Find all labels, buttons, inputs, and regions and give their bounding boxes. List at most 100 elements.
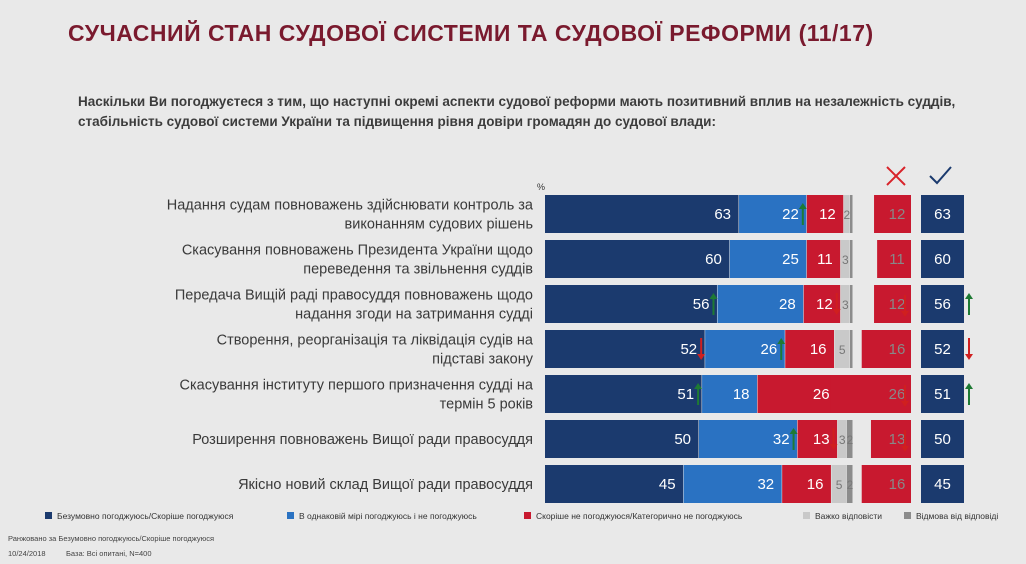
summary-agree-bar <box>921 420 964 458</box>
bar-segment <box>849 240 853 278</box>
check-icon <box>929 166 952 185</box>
bar-segment <box>782 465 831 503</box>
category-label: Скасування інституту першого призначення… <box>180 378 534 413</box>
summary-agree-bar <box>921 240 964 278</box>
data-label: 11 <box>817 251 833 268</box>
summary-agree-bar <box>921 375 964 413</box>
data-label: 18 <box>733 386 750 403</box>
footer-base: База: Всі опитані, N=400 <box>66 549 152 558</box>
trend-arrow <box>829 428 838 450</box>
data-label: 5 <box>839 343 846 357</box>
category-label: Передача Вищій раді правосуддя повноваже… <box>175 288 533 323</box>
summary-agree-label: 51 <box>934 386 951 403</box>
bar-segment <box>849 195 853 233</box>
bar-segment <box>797 420 838 458</box>
ranking-note: Ранжовано за Безумовно погоджуюсь/Скоріш… <box>8 534 215 543</box>
legend-swatch <box>803 512 810 519</box>
bar-segment <box>729 240 807 278</box>
bar-segment <box>757 375 838 413</box>
data-label: 2 <box>847 478 854 492</box>
data-label: 12 <box>819 206 836 223</box>
bar-segment <box>803 285 841 323</box>
data-label: 3 <box>842 298 849 312</box>
trend-arrow <box>709 293 718 315</box>
data-label: 3 <box>842 253 849 267</box>
footer-date: 10/24/2018 <box>8 549 46 558</box>
summary-agree-label: 63 <box>934 206 951 223</box>
bar-segment <box>545 330 705 368</box>
category-label: Створення, реорганізація та ліквідація с… <box>217 333 534 368</box>
data-label: 45 <box>659 476 676 493</box>
summary-disagree-arrow <box>901 385 909 407</box>
bar-segment <box>831 465 847 503</box>
legend-swatch <box>45 512 52 519</box>
legend-label: Важко відповісти <box>815 511 882 521</box>
legend-label: В однаковій мірі погоджуюсь і не погоджу… <box>299 511 477 521</box>
bar-segment <box>849 285 853 323</box>
summary-disagree-label: 16 <box>889 476 906 493</box>
summary-agree-arrow <box>965 383 973 405</box>
bar-segment <box>683 465 782 503</box>
data-label: 22 <box>782 206 799 223</box>
bar-segment <box>840 240 850 278</box>
data-label: 56 <box>693 296 710 313</box>
summary-agree-bar <box>921 195 964 233</box>
bar-segment <box>545 195 739 233</box>
summary-disagree-arrow <box>901 295 909 317</box>
data-label: 32 <box>757 476 774 493</box>
data-label: 50 <box>674 431 691 448</box>
summary-disagree-label: 13 <box>889 431 906 448</box>
bar-segment <box>834 330 850 368</box>
trend-arrow <box>777 338 786 360</box>
data-label: 60 <box>705 251 722 268</box>
cross-icon <box>886 166 906 186</box>
summary-disagree-bar <box>830 375 911 413</box>
summary-agree-bar <box>921 285 964 323</box>
data-label: 2 <box>843 208 850 222</box>
summary-disagree-label: 12 <box>889 296 906 313</box>
data-label: 5 <box>836 478 843 492</box>
summary-disagree-bar <box>874 195 911 233</box>
bar-segment <box>699 420 798 458</box>
trend-arrow <box>832 293 841 315</box>
survey-question: Наскільки Ви погоджуєтеся з тим, що наст… <box>78 94 956 129</box>
data-label: 32 <box>773 431 790 448</box>
data-label: 12 <box>816 296 833 313</box>
summary-disagree-label: 12 <box>889 206 906 223</box>
summary-agree-arrow <box>965 338 973 360</box>
data-label: 52 <box>680 341 697 358</box>
legend-swatch <box>524 512 531 519</box>
category-label: Скасування повноважень Президента Україн… <box>182 243 533 278</box>
summary-disagree-label: 16 <box>889 341 906 358</box>
summary-agree-label: 50 <box>934 431 951 448</box>
bar-segment <box>717 285 804 323</box>
trend-arrow <box>694 383 703 405</box>
summary-disagree-bar <box>861 330 911 368</box>
summary-disagree-bar <box>877 240 911 278</box>
data-label: 51 <box>677 386 694 403</box>
category-label: Розширення повноважень Вищої ради правос… <box>192 432 533 448</box>
category-label: Якісно новий склад Вищої ради правосуддя <box>238 477 533 493</box>
data-label: 26 <box>761 341 778 358</box>
summary-agree-label: 52 <box>934 341 951 358</box>
bar-segment <box>545 285 717 323</box>
bar-segment <box>806 195 844 233</box>
data-label: 3 <box>839 433 846 447</box>
summary-agree-label: 60 <box>934 251 951 268</box>
summary-disagree-label: 11 <box>889 251 905 268</box>
data-label: 25 <box>782 251 799 268</box>
bar-segment <box>785 330 835 368</box>
trend-arrow <box>697 338 706 360</box>
bar-segment <box>545 465 684 503</box>
legend-label: Відмова від відповіді <box>916 511 998 521</box>
percent-axis-label: % <box>537 182 545 192</box>
bar-segment <box>840 285 850 323</box>
bar-segment <box>843 195 850 233</box>
trend-arrow <box>798 203 807 225</box>
summary-agree-label: 45 <box>934 476 951 493</box>
bar-segment <box>846 420 853 458</box>
bar-segment <box>702 375 758 413</box>
legend-label: Безумовно погоджуюсь/Скоріше погоджуюся <box>57 511 234 521</box>
summary-agree-arrow <box>965 293 973 315</box>
